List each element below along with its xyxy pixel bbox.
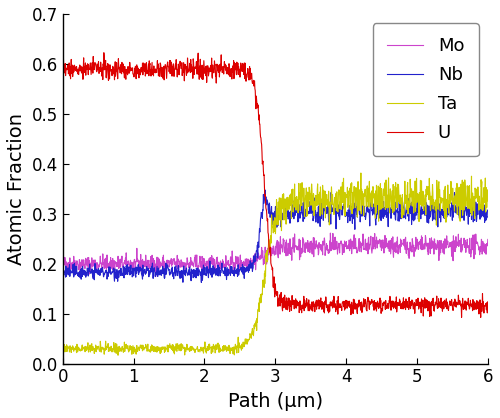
Ta (284, 205, 290, 210)
Nb (284, 204, 290, 209)
Mo (116, 259, 122, 264)
Mo (132, 257, 138, 262)
Mo (244, 257, 250, 262)
Mo (292, 244, 298, 249)
Ta (116, 349, 122, 354)
Nb (132, 265, 138, 270)
Nb (262, 188, 268, 193)
Line: Mo: Mo (62, 233, 488, 277)
Nb (116, 269, 122, 274)
Ta (204, 351, 210, 356)
Ta (292, 202, 298, 207)
Nb (60, 269, 66, 274)
Nb (244, 268, 250, 273)
Ta (60, 348, 66, 353)
Nb (485, 208, 491, 213)
Ta (244, 337, 250, 342)
U (60, 71, 66, 76)
Nb (292, 211, 298, 216)
U (292, 306, 298, 311)
Mo (204, 259, 210, 264)
U (478, 315, 484, 320)
Y-axis label: Atomic Fraction: Atomic Fraction (7, 113, 26, 265)
Nb (198, 280, 204, 285)
Ta (358, 171, 364, 176)
Line: Ta: Ta (62, 173, 488, 355)
Line: Nb: Nb (62, 190, 488, 283)
Ta (132, 349, 138, 354)
Ta (485, 198, 491, 203)
Mo (284, 237, 290, 242)
U (204, 64, 210, 69)
Nb (204, 273, 210, 278)
U (101, 50, 107, 55)
Ta (115, 353, 121, 358)
Mo (485, 237, 491, 242)
Mo (152, 274, 158, 279)
Mo (60, 259, 66, 264)
Legend: Mo, Nb, Ta, U: Mo, Nb, Ta, U (373, 23, 479, 156)
X-axis label: Path (μm): Path (μm) (228, 392, 323, 411)
U (116, 65, 122, 70)
U (244, 71, 250, 76)
U (284, 296, 290, 301)
U (485, 299, 491, 304)
U (132, 66, 138, 71)
Mo (328, 231, 334, 236)
Line: U: U (62, 53, 488, 317)
